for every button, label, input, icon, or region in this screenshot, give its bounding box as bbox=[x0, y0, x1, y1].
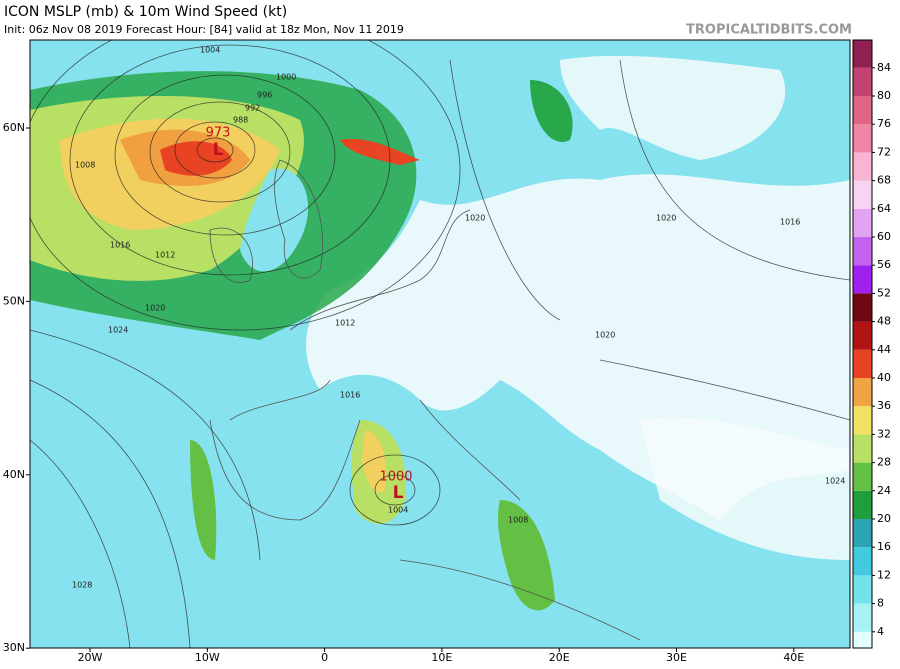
lon-label: 20E bbox=[549, 651, 570, 664]
isobar-label: 1020 bbox=[656, 214, 676, 223]
colorbar-bin bbox=[853, 575, 872, 604]
colorbar-label: 44 bbox=[877, 343, 891, 356]
colorbar-label: 64 bbox=[877, 202, 891, 215]
wind-green bbox=[190, 440, 217, 560]
colorbar-bin bbox=[853, 434, 872, 463]
low-pressure: 973 bbox=[206, 126, 231, 141]
colorbar-label: 20 bbox=[877, 512, 891, 525]
colorbar-label: 12 bbox=[877, 568, 891, 581]
lon-label: 0 bbox=[321, 651, 328, 664]
colorbar-bin bbox=[853, 293, 872, 322]
isobars bbox=[30, 40, 850, 648]
lon-label: 20W bbox=[78, 651, 103, 664]
land-calm bbox=[560, 55, 786, 160]
isobar-label: 1012 bbox=[335, 319, 355, 328]
isobar-label: 1008 bbox=[508, 516, 528, 525]
coastline bbox=[209, 209, 641, 641]
colorbar-bin bbox=[853, 378, 872, 407]
isobar-label: 1016 bbox=[780, 218, 800, 227]
colorbar-label: 40 bbox=[877, 371, 891, 384]
colorbar-bin bbox=[853, 208, 872, 237]
colorbar-bin bbox=[853, 40, 872, 68]
colorbar-frame bbox=[852, 39, 873, 649]
colorbar-bin bbox=[853, 180, 872, 209]
isobar-label: 1016 bbox=[340, 391, 360, 400]
isobar-label: 1020 bbox=[595, 331, 615, 340]
isobar-label: 996 bbox=[257, 91, 272, 100]
colorbar-bin bbox=[853, 321, 872, 350]
colorbar-label: 4 bbox=[877, 625, 884, 638]
colorbar-bin bbox=[853, 349, 872, 378]
wind-green bbox=[530, 80, 573, 142]
colorbar-bin bbox=[853, 462, 872, 491]
map-frame bbox=[29, 39, 851, 649]
colorbar-bin bbox=[853, 603, 872, 632]
colorbar-label: 80 bbox=[877, 89, 891, 102]
isobar-label: 1012 bbox=[155, 251, 175, 260]
colorbar-label: 56 bbox=[877, 258, 891, 271]
isobar-label: 1004 bbox=[388, 506, 408, 515]
lat-label: 50N bbox=[3, 294, 25, 307]
lat-label: 40N bbox=[3, 468, 25, 481]
colorbar-label: 24 bbox=[877, 484, 891, 497]
colorbar-label: 68 bbox=[877, 174, 891, 187]
isobar-label: 1020 bbox=[145, 304, 165, 313]
isobar-label: 1024 bbox=[825, 477, 845, 486]
coastline bbox=[209, 159, 323, 283]
isobar-label: 1028 bbox=[72, 581, 92, 590]
low-pressure: 1000 bbox=[379, 470, 412, 485]
site-name: TROPICALTIDBITS.COM bbox=[686, 23, 852, 38]
low-symbol: L bbox=[213, 140, 224, 160]
lon-label: 30E bbox=[666, 651, 687, 664]
lon-label: 10W bbox=[195, 651, 220, 664]
colorbar-bin bbox=[853, 152, 872, 181]
colorbar-label: 36 bbox=[877, 399, 891, 412]
colorbar-bin bbox=[853, 547, 872, 576]
colorbar-label: 8 bbox=[877, 597, 884, 610]
wind-green bbox=[498, 500, 555, 611]
colorbar-bin bbox=[853, 631, 872, 648]
isobar-labels: 1004 1000 996 992 988 1008 1012 1016 102… bbox=[72, 46, 845, 590]
isobar-label: 1004 bbox=[200, 46, 220, 55]
colorbar-label: 52 bbox=[877, 286, 891, 299]
lat-label: 30N bbox=[3, 641, 25, 654]
isobar-label: 1016 bbox=[110, 241, 130, 250]
colorbar-label: 60 bbox=[877, 230, 891, 243]
title: ICON MSLP (mb) & 10m Wind Speed (kt) bbox=[4, 4, 287, 20]
colorbar-bin bbox=[853, 519, 872, 548]
colorbar-label: 72 bbox=[877, 145, 891, 158]
wind-yellow bbox=[362, 430, 387, 493]
colorbar-label: 28 bbox=[877, 456, 891, 469]
colorbar-label: 84 bbox=[877, 61, 891, 74]
colorbar-label: 32 bbox=[877, 427, 891, 440]
lat-label: 60N bbox=[3, 121, 25, 134]
colorbar-bin bbox=[853, 406, 872, 435]
isobar-label: 1000 bbox=[276, 73, 296, 82]
lon-label: 40E bbox=[783, 651, 804, 664]
isobar-label: 1024 bbox=[108, 326, 128, 335]
map-area bbox=[30, 40, 850, 648]
isobar-label: 1020 bbox=[465, 214, 485, 223]
colorbar-bin bbox=[853, 96, 872, 125]
low-symbol: L bbox=[393, 483, 404, 503]
isobar-label: 988 bbox=[233, 116, 248, 125]
sea-wind bbox=[240, 168, 309, 272]
colorbar-bin bbox=[853, 265, 872, 294]
land-calm bbox=[640, 417, 850, 560]
colorbar bbox=[853, 40, 872, 648]
colorbar-label: 48 bbox=[877, 315, 891, 328]
isobar-label: 992 bbox=[245, 104, 260, 113]
colorbar-bin bbox=[853, 124, 872, 153]
wind-red bbox=[160, 141, 232, 176]
colorbar-bin bbox=[853, 490, 872, 519]
colorbar-label: 76 bbox=[877, 117, 891, 130]
colorbar-bin bbox=[853, 67, 872, 96]
subtitle: Init: 06z Nov 08 2019 Forecast Hour: [84… bbox=[4, 23, 404, 36]
colorbar-label: 16 bbox=[877, 540, 891, 553]
wind-red bbox=[340, 139, 420, 165]
colorbar-bin bbox=[853, 237, 872, 266]
lon-label: 10E bbox=[431, 651, 452, 664]
isobar-label: 1008 bbox=[75, 161, 95, 170]
